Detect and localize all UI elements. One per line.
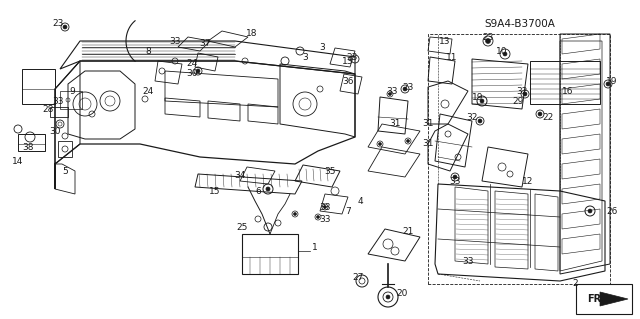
Text: 31: 31 — [422, 120, 434, 129]
Circle shape — [606, 82, 610, 86]
Text: 31: 31 — [422, 139, 434, 149]
Circle shape — [480, 99, 484, 103]
Text: 24: 24 — [186, 60, 198, 69]
Circle shape — [388, 93, 392, 95]
Text: 33: 33 — [319, 203, 331, 211]
Text: 8: 8 — [145, 47, 151, 56]
Text: 18: 18 — [246, 29, 258, 39]
Text: 6: 6 — [255, 187, 261, 196]
Circle shape — [196, 69, 200, 73]
Text: 37: 37 — [199, 40, 211, 48]
Text: 30: 30 — [49, 127, 61, 136]
Text: 21: 21 — [403, 226, 413, 235]
Text: 13: 13 — [342, 56, 354, 65]
Text: 22: 22 — [542, 113, 554, 122]
Text: 23: 23 — [403, 83, 413, 92]
Text: S9A4-B3700A: S9A4-B3700A — [484, 19, 556, 29]
Circle shape — [266, 187, 270, 191]
Text: 24: 24 — [142, 86, 154, 95]
Text: 19: 19 — [472, 93, 484, 101]
Text: 38: 38 — [22, 143, 34, 152]
Text: 19: 19 — [606, 77, 618, 85]
Circle shape — [523, 92, 527, 96]
Text: 34: 34 — [234, 172, 246, 181]
Text: 33: 33 — [319, 214, 331, 224]
Text: 25: 25 — [236, 222, 248, 232]
Circle shape — [294, 212, 296, 216]
Text: 33: 33 — [449, 176, 461, 186]
Text: 5: 5 — [62, 167, 68, 175]
Circle shape — [323, 205, 326, 209]
Text: 32: 32 — [467, 113, 477, 122]
Text: 36: 36 — [342, 77, 354, 85]
Text: 33: 33 — [169, 36, 180, 46]
Circle shape — [406, 139, 410, 143]
Text: 33: 33 — [462, 256, 474, 265]
Text: 20: 20 — [396, 290, 408, 299]
Text: 26: 26 — [606, 206, 618, 216]
Text: 30: 30 — [186, 70, 198, 78]
Text: 12: 12 — [522, 176, 534, 186]
Text: 32: 32 — [516, 86, 528, 95]
Text: 10: 10 — [496, 47, 508, 56]
Text: 33: 33 — [52, 97, 64, 106]
Circle shape — [478, 119, 482, 123]
Circle shape — [538, 112, 542, 116]
Text: 13: 13 — [439, 36, 451, 46]
Circle shape — [317, 216, 319, 219]
Circle shape — [486, 39, 490, 43]
Circle shape — [386, 295, 390, 299]
Text: 7: 7 — [345, 206, 351, 216]
Circle shape — [588, 209, 592, 213]
Circle shape — [503, 52, 507, 56]
Text: 9: 9 — [69, 86, 75, 95]
Text: 23: 23 — [52, 19, 64, 28]
Text: 23: 23 — [346, 53, 358, 62]
Text: 15: 15 — [209, 187, 221, 196]
Text: 14: 14 — [12, 157, 24, 166]
Text: 1: 1 — [312, 242, 318, 251]
Text: 35: 35 — [324, 167, 336, 175]
Text: 4: 4 — [357, 197, 363, 205]
Text: 16: 16 — [563, 86, 573, 95]
Text: 2: 2 — [572, 279, 578, 288]
Text: 11: 11 — [446, 53, 458, 62]
Circle shape — [453, 175, 457, 179]
Circle shape — [403, 87, 407, 91]
Text: FR.: FR. — [587, 294, 605, 304]
Polygon shape — [600, 292, 628, 306]
Text: 23: 23 — [483, 33, 493, 41]
Circle shape — [378, 143, 381, 145]
Text: 31: 31 — [389, 120, 401, 129]
Text: 33: 33 — [387, 86, 397, 95]
Text: 3: 3 — [302, 53, 308, 62]
Text: 3: 3 — [319, 42, 325, 51]
Text: 29: 29 — [512, 97, 524, 106]
Text: 28: 28 — [42, 105, 54, 114]
Circle shape — [63, 25, 67, 29]
Text: 27: 27 — [352, 272, 364, 281]
